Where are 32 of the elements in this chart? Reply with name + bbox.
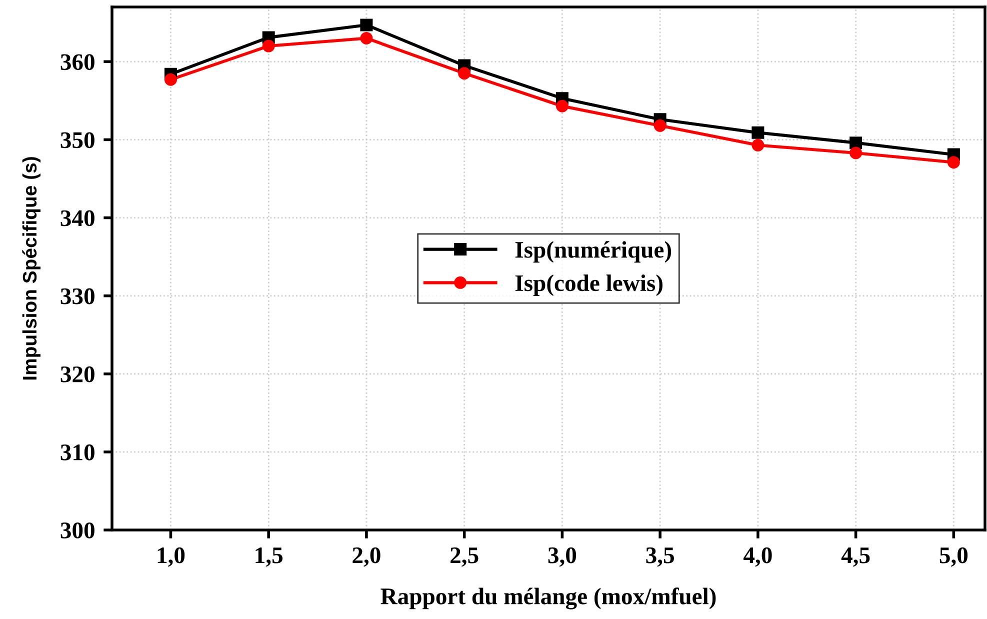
y-tick-label: 300	[60, 522, 94, 538]
point	[164, 73, 177, 86]
x-tick-label: 5,0	[940, 547, 968, 567]
x-tick-label: 2,0	[352, 547, 380, 567]
y-tick-label: 360	[60, 54, 94, 70]
point	[850, 146, 862, 160]
x-tick-label: 1,0	[158, 547, 185, 567]
point	[850, 136, 862, 150]
point	[752, 138, 764, 152]
point	[458, 67, 471, 80]
x-tick-label: 4,5	[841, 548, 870, 567]
x-tick-label: 1,5	[256, 547, 282, 567]
y-tick-label: 330	[60, 288, 94, 304]
x-tick-label: 2,5	[450, 547, 478, 567]
legend-label: Isp(code lewis)	[515, 274, 662, 296]
y-tick-label: 310	[60, 444, 94, 460]
y-tick-label: 350	[60, 132, 94, 148]
point	[360, 18, 373, 32]
x-tick-label: 3,5	[646, 547, 674, 567]
point	[947, 156, 960, 169]
y-axis-title: Impulsion Spécifique (s)	[22, 157, 40, 380]
legend-label: Isp(numérique)	[515, 241, 672, 263]
point	[654, 119, 666, 132]
point	[262, 40, 275, 52]
x-axis-title: Rapport du mélange (mox/mfuel)	[380, 588, 716, 610]
x-tick-label: 3,0	[548, 547, 576, 567]
point	[752, 126, 764, 139]
y-tick-label: 340	[60, 210, 94, 226]
point	[556, 100, 568, 112]
x-tick-label: 4,0	[744, 547, 772, 567]
y-tick-label: 320	[60, 366, 94, 382]
point	[360, 32, 373, 44]
